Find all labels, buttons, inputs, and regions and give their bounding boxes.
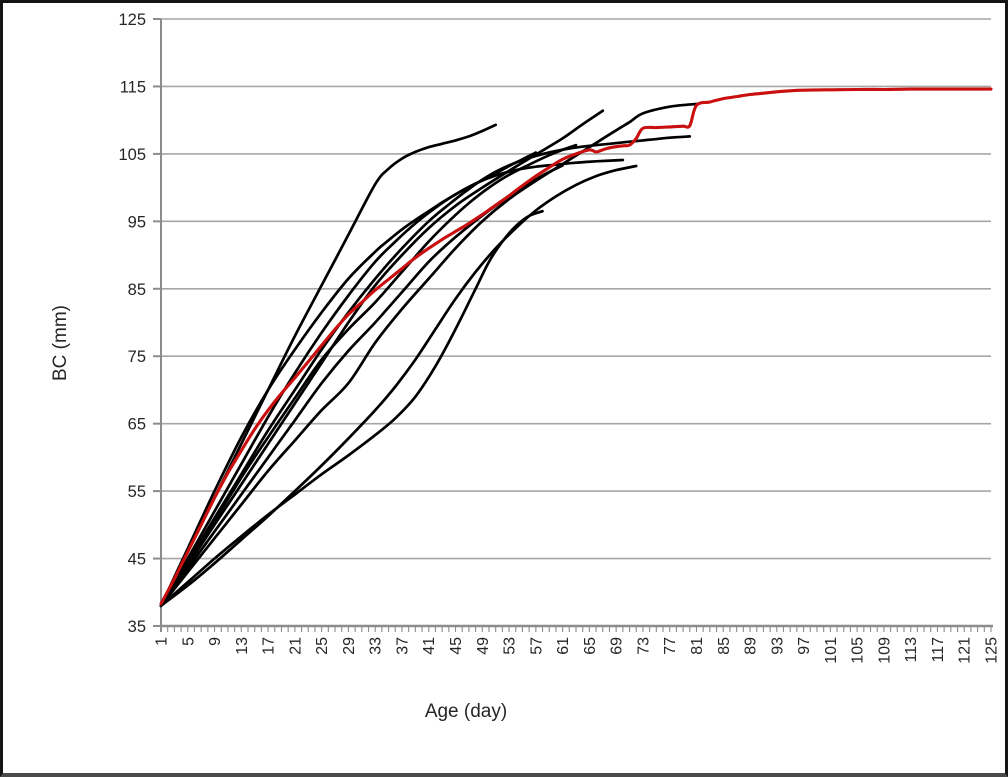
y-tick-label-95: 95 bbox=[128, 213, 146, 231]
series-highlight-red-mean bbox=[159, 87, 993, 606]
series-individual-3-longest bbox=[159, 102, 698, 608]
x-tick-label-117: 117 bbox=[930, 637, 947, 663]
x-tick-label-109: 109 bbox=[876, 637, 893, 664]
x-tick-label-125: 125 bbox=[984, 637, 1001, 664]
x-tick-label-61: 61 bbox=[555, 637, 572, 655]
y-tick-label-75: 75 bbox=[128, 348, 146, 366]
x-tick-label-1: 1 bbox=[154, 637, 171, 646]
x-tick-label-65: 65 bbox=[582, 637, 599, 655]
series-individual-7-late-riser bbox=[159, 209, 544, 608]
x-tick-label-93: 93 bbox=[769, 637, 786, 655]
x-tick-label-101: 101 bbox=[823, 637, 840, 664]
x-tick-label-33: 33 bbox=[368, 637, 385, 655]
x-tick-label-21: 21 bbox=[287, 637, 304, 655]
x-tick-label-73: 73 bbox=[635, 637, 652, 655]
x-tick-label-81: 81 bbox=[689, 637, 706, 655]
series-individual-8-bundle bbox=[159, 143, 578, 608]
y-axis-title: BC (mm) bbox=[50, 305, 71, 381]
series-individual-9-fast-bundle bbox=[159, 151, 538, 608]
x-tick-label-77: 77 bbox=[662, 637, 679, 655]
x-tick-label-89: 89 bbox=[743, 637, 760, 655]
x-tick-label-17: 17 bbox=[261, 637, 278, 655]
y-tick-label-45: 45 bbox=[128, 551, 146, 569]
x-tick-label-105: 105 bbox=[850, 637, 867, 664]
x-tick-label-121: 121 bbox=[957, 637, 974, 664]
y-tick-label-125: 125 bbox=[118, 11, 146, 29]
x-tick-label-45: 45 bbox=[448, 637, 465, 655]
growth-curves-chart: 35 45 55 65 75 85 95 105 115 125 1 5 9 13 17 21 25 29 33 37… bbox=[118, 11, 1001, 664]
x-tick-label-113: 113 bbox=[903, 637, 920, 663]
x-tick-label-53: 53 bbox=[502, 637, 519, 655]
x-tick-label-29: 29 bbox=[341, 637, 358, 655]
x-tick-label-37: 37 bbox=[394, 637, 411, 655]
y-tick-label-85: 85 bbox=[128, 281, 146, 299]
y-tick-label-35: 35 bbox=[128, 618, 146, 636]
x-tick-label-13: 13 bbox=[234, 637, 251, 655]
x-tick-label-5: 5 bbox=[180, 637, 197, 646]
y-tick-label-115: 115 bbox=[120, 78, 146, 96]
x-tick-label-9: 9 bbox=[207, 637, 224, 646]
x-axis-title: Age (day) bbox=[424, 701, 508, 722]
y-tick-label-65: 65 bbox=[128, 416, 146, 434]
x-tick-label-41: 41 bbox=[421, 637, 438, 655]
y-tick-label-55: 55 bbox=[128, 483, 146, 501]
x-tick-label-69: 69 bbox=[609, 637, 626, 655]
x-tick-label-97: 97 bbox=[796, 637, 813, 655]
series-individual-2-high-steady bbox=[159, 109, 605, 608]
series-individual-6-slow-sigmoid bbox=[159, 164, 638, 608]
x-tick-label-85: 85 bbox=[716, 637, 733, 655]
x-tick-label-25: 25 bbox=[314, 637, 331, 655]
series-individual-10-bundle bbox=[159, 164, 564, 608]
series-individual-5-plateau-104 bbox=[159, 158, 625, 608]
x-tick-label-57: 57 bbox=[528, 637, 545, 655]
x-tick-label-49: 49 bbox=[475, 637, 492, 655]
y-tick-label-105: 105 bbox=[118, 146, 146, 164]
series-individual-1-early-plateau bbox=[159, 123, 498, 608]
series-individual-4-plateau-107 bbox=[159, 135, 692, 608]
